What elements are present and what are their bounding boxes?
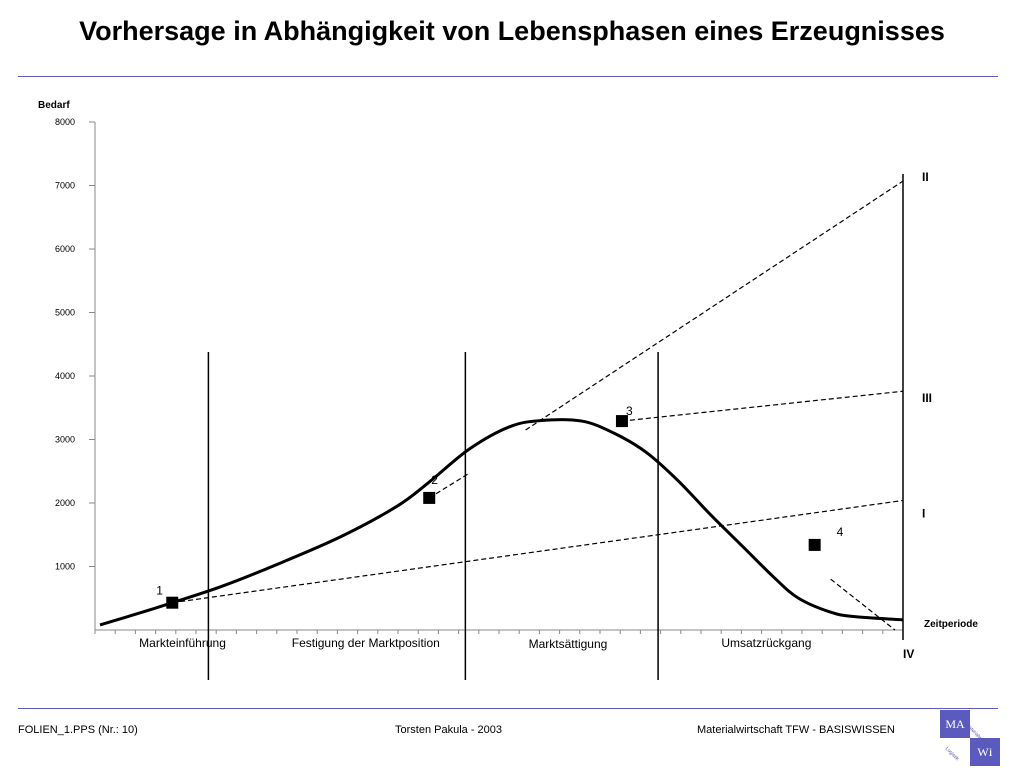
trend-label: I [922, 506, 925, 520]
title-divider [18, 76, 998, 77]
marker-point [423, 491, 436, 504]
x-axis-label: Zeitperiode [924, 619, 978, 630]
marker-point [808, 538, 821, 551]
point-label: 3 [626, 404, 633, 418]
logo-caption-b: Logistik [943, 746, 960, 763]
y-tick-label: 8000 [55, 117, 75, 127]
lifecycle-forecast-chart: 1000 2000 3000 4000 5000 6000 7000 8000 Bedarf Ze… [38, 100, 978, 680]
phase-label: Marktsättigung [529, 637, 608, 651]
point-label: 2 [431, 473, 438, 487]
logo-ma-box: MA [940, 710, 970, 738]
point-label: 4 [837, 525, 844, 539]
y-tick-label: 4000 [55, 371, 75, 381]
y-tick-label: 7000 [55, 181, 75, 191]
y-tick-label: 6000 [55, 244, 75, 254]
marker-point [615, 415, 628, 428]
trend-line [525, 180, 904, 431]
y-tick-label: 5000 [55, 308, 75, 318]
y-axis-label: Bedarf [38, 100, 70, 111]
trend-label: III [922, 391, 932, 405]
y-tick-label: 2000 [55, 498, 75, 508]
mawi-logo: MA WI Materialwirtschaft Logistik [938, 708, 1008, 768]
trend-line [172, 499, 904, 604]
page-title: Vorhersage in Abhängigkeit von Lebenspha… [79, 16, 945, 46]
phase-label: Umsatzrückgang [721, 636, 811, 650]
marker-point [166, 596, 179, 609]
y-tick-label: 3000 [55, 435, 75, 445]
footer-file-info: FOLIEN_1.PPS (Nr.: 10) [18, 724, 138, 736]
y-tick-label: 1000 [55, 562, 75, 572]
logo-wi-box: WI [970, 738, 1000, 766]
trend-line [830, 578, 896, 631]
trend-line [621, 390, 904, 422]
trend-label: IV [903, 647, 914, 661]
footer-author: Torsten Pakula - 2003 [395, 724, 503, 736]
lifecycle-curve [99, 418, 904, 627]
footer-course: Materialwirtschaft TFW - BASISWISSEN [697, 724, 895, 736]
footer-divider [18, 708, 998, 709]
phase-label: Markteinführung [139, 636, 226, 650]
point-label: 1 [156, 584, 163, 598]
phase-label: Festigung der Marktposition [292, 636, 440, 650]
trend-label: II [922, 170, 929, 184]
